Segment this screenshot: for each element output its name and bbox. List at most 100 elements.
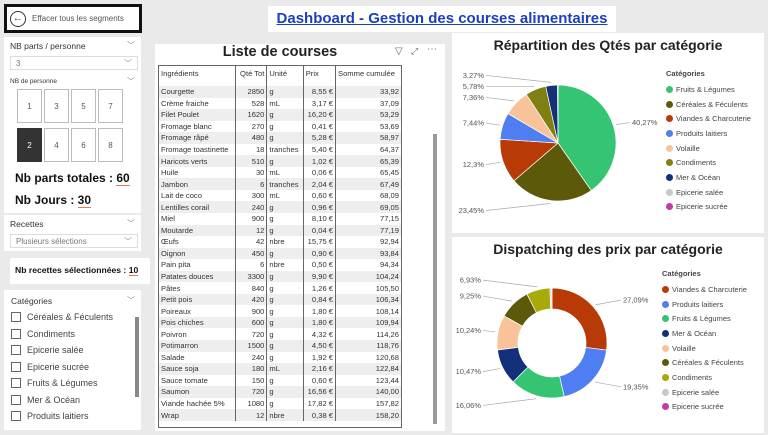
clear-segments-button[interactable]: ← Effacer tous les segments xyxy=(4,4,142,33)
table-row: Sauce soja 180 mL 2,16 €122,84 xyxy=(159,363,401,375)
chevron-down-icon[interactable]: ﹀ xyxy=(127,296,135,305)
person-count-tile[interactable]: 4 xyxy=(44,128,69,162)
table-row: Miel 900 g 8,10 €77,15 xyxy=(159,213,401,225)
legend-item[interactable]: Produits laitiers xyxy=(662,297,747,312)
category-checkbox-item[interactable]: Fruits & Légumes xyxy=(11,375,113,392)
column-header[interactable]: Unité xyxy=(266,66,304,86)
table-cell: Patates douces xyxy=(159,270,236,283)
legend-label: Fruits & Légumes xyxy=(672,314,731,324)
checkbox[interactable] xyxy=(11,411,21,422)
person-count-tile[interactable]: 6 xyxy=(71,128,96,162)
chevron-down-icon[interactable]: ﹀ xyxy=(127,219,135,228)
legend-item[interactable]: Mer & Océan xyxy=(666,170,751,185)
table-cell: g xyxy=(266,293,304,306)
table-cell: 180 xyxy=(235,363,267,375)
person-count-tile[interactable]: 7 xyxy=(98,89,123,123)
table-cell: 1,80 € xyxy=(302,305,336,317)
person-count-tile[interactable]: 8 xyxy=(98,128,123,162)
legend-label: Viandes & Charcuterie xyxy=(672,284,747,294)
table-cell: 77,15 xyxy=(335,213,401,225)
category-checkbox-item[interactable]: Condiments xyxy=(11,326,113,343)
scrollbar[interactable] xyxy=(135,317,139,397)
person-count-tile[interactable]: 5 xyxy=(71,89,96,123)
table-cell: g xyxy=(266,270,304,283)
slice-viandes-charcuterie[interactable] xyxy=(551,287,608,351)
data-label: 5,78% xyxy=(463,82,485,91)
category-checkbox-item[interactable]: Mer & Océan xyxy=(11,392,113,409)
table-cell: g xyxy=(266,340,304,352)
column-header[interactable]: Somme cumulée xyxy=(335,66,401,86)
checkbox[interactable] xyxy=(11,312,21,323)
table-cell: Pain pita xyxy=(161,260,191,270)
person-count-tile[interactable]: 2 xyxy=(17,128,42,162)
more-options-icon[interactable]: ⋯ xyxy=(427,44,437,55)
category-checkbox-item[interactable]: Produits laitiers xyxy=(11,408,113,425)
pie-chart-visual: Répartition des Qtés par catégorie 40,27… xyxy=(452,33,764,233)
legend-item[interactable]: Mer & Océan xyxy=(662,326,747,341)
legend-item[interactable]: Epicerie sucrée xyxy=(666,200,751,215)
legend-item[interactable]: Epicerie salée xyxy=(666,185,751,200)
table-cell: Huile xyxy=(161,168,179,178)
table-cell: Lentilles corail xyxy=(159,201,236,214)
table-scrollbar[interactable] xyxy=(433,134,437,424)
category-checkbox-item[interactable]: Céréales & Féculents xyxy=(11,309,113,326)
column-header[interactable]: Ingrédients xyxy=(161,69,199,78)
table-row: Filet Poulet 1620 g 16,20 €53,29 xyxy=(159,109,401,121)
table-cell: 0,96 € xyxy=(302,201,336,214)
chevron-down-icon[interactable]: ﹀ xyxy=(127,41,135,50)
table-cell: 1,26 € xyxy=(302,282,336,294)
table-cell: Pâtes xyxy=(161,283,181,293)
checkbox[interactable] xyxy=(11,328,21,339)
table-cell: 2,04 € xyxy=(302,178,336,190)
legend-item[interactable]: Fruits & Légumes xyxy=(666,82,751,97)
legend-item[interactable]: Volaille xyxy=(662,341,747,356)
table-cell: g xyxy=(266,247,304,260)
table-row: Lentilles corail 240 g 0,96 €69,05 xyxy=(159,201,401,214)
chevron-down-icon[interactable]: ﹀ xyxy=(127,77,135,86)
legend-item[interactable]: Volaille xyxy=(666,141,751,156)
focus-mode-icon[interactable]: ⤢ xyxy=(411,46,419,56)
table-cell: 120,68 xyxy=(335,351,401,364)
table-cell: 1,80 € xyxy=(302,316,336,329)
category-checkbox-item[interactable]: Epicerie sucrée xyxy=(11,359,113,376)
legend-item[interactable]: Epicerie salée xyxy=(662,385,747,400)
table-cell: 720 xyxy=(235,328,267,341)
legend-item[interactable]: Viandes & Charcuterie xyxy=(662,282,747,297)
category-checkbox-item[interactable]: Epicerie salée xyxy=(11,342,113,359)
person-count-tile[interactable]: 1 xyxy=(17,89,42,123)
legend-item[interactable]: Epicerie sucrée xyxy=(662,400,747,415)
person-count-tile[interactable]: 3 xyxy=(44,89,69,123)
legend-item[interactable]: Produits laitiers xyxy=(666,126,751,141)
table-cell: 8,10 € xyxy=(302,213,336,225)
table-cell: 58,97 xyxy=(335,132,401,144)
legend-label: Condiments xyxy=(676,158,717,168)
legend-item[interactable]: Fruits & Légumes xyxy=(662,311,747,326)
table-cell: mL xyxy=(266,166,304,179)
table-cell: 0,60 € xyxy=(302,374,336,387)
data-label: 27,09% xyxy=(623,296,649,305)
table-cell: Poivron xyxy=(161,329,187,339)
legend-item[interactable]: Condiments xyxy=(662,370,747,385)
leader-line xyxy=(485,122,500,126)
checkbox[interactable] xyxy=(11,378,21,389)
legend-item[interactable]: Céréales & Féculents xyxy=(666,97,751,112)
legend-marker xyxy=(666,85,673,93)
table-cell: Potimarron xyxy=(159,340,236,352)
category-label: Mer & Océan xyxy=(27,394,81,405)
column-header[interactable]: Qté Tot xyxy=(235,66,267,86)
checkbox[interactable] xyxy=(11,345,21,356)
slice-produits-laitiers[interactable] xyxy=(559,347,607,398)
column-header[interactable]: Prix xyxy=(302,66,336,86)
parts-dropdown[interactable]: 3 ﹀ xyxy=(10,56,138,70)
checkbox[interactable] xyxy=(11,361,21,372)
legend-item[interactable]: Céréales & Féculents xyxy=(662,355,747,370)
legend-item[interactable]: Viandes & Charcuterie xyxy=(666,111,751,126)
checkbox[interactable] xyxy=(11,394,21,405)
recipes-dropdown[interactable]: Plusieurs sélections ﹀ xyxy=(10,234,138,248)
slice-fruits-l-gumes[interactable] xyxy=(557,84,617,191)
slice-c-r-ales-f-culents[interactable] xyxy=(513,142,592,202)
shopping-list-visual: Liste de courses ▽ ⤢ ⋯ Ingrédients Qté To… xyxy=(155,44,445,431)
filter-icon[interactable]: ▽ xyxy=(395,46,403,57)
legend-item[interactable]: Condiments xyxy=(666,155,751,170)
table-cell: 158,20 xyxy=(335,409,401,421)
